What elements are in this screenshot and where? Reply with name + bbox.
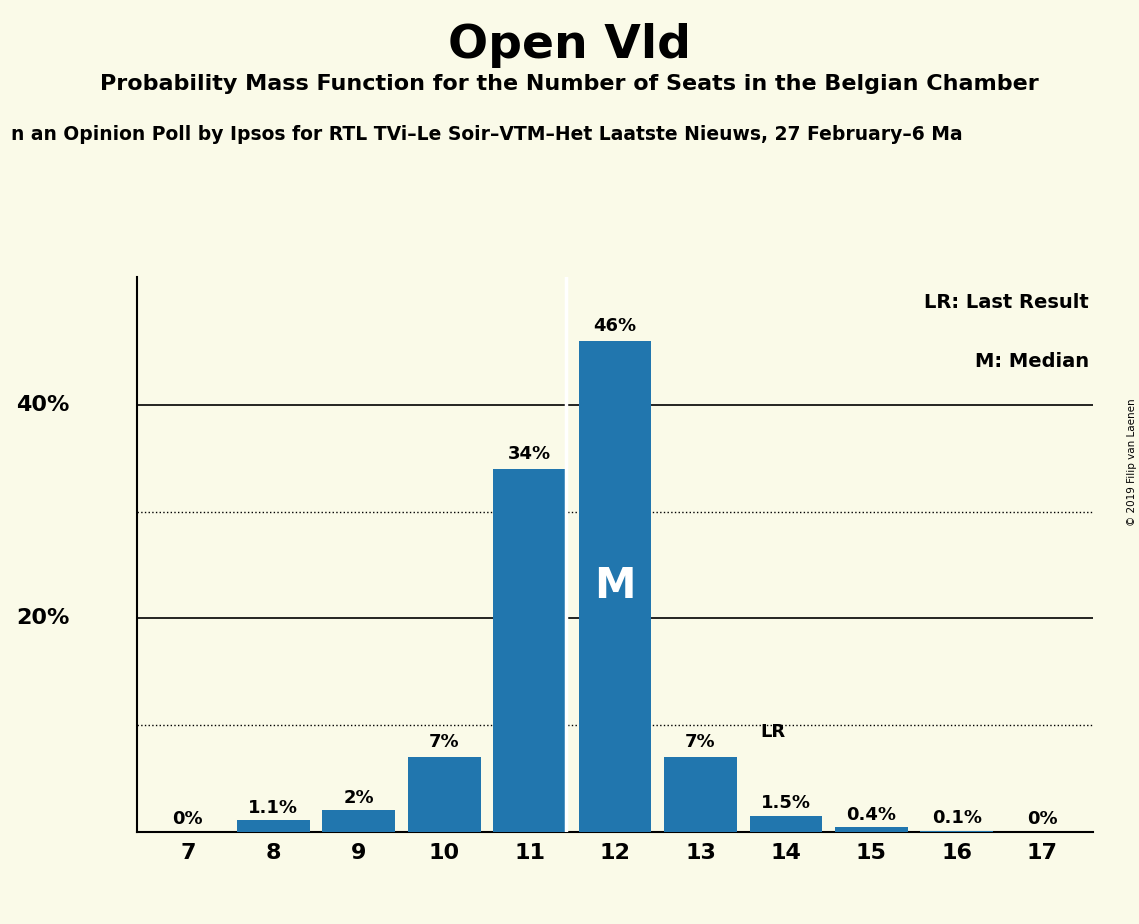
- Bar: [237, 820, 310, 832]
- Text: 1.1%: 1.1%: [248, 798, 298, 817]
- Text: 0.1%: 0.1%: [932, 809, 982, 827]
- Text: Open Vld: Open Vld: [448, 23, 691, 68]
- Text: 0.4%: 0.4%: [846, 806, 896, 824]
- Bar: [322, 810, 395, 832]
- Text: LR: LR: [760, 723, 786, 741]
- Bar: [493, 469, 566, 832]
- Text: 40%: 40%: [16, 395, 69, 415]
- Text: 7%: 7%: [429, 733, 459, 750]
- Text: M: M: [595, 565, 636, 607]
- Bar: [664, 757, 737, 832]
- Bar: [835, 827, 908, 832]
- Bar: [408, 757, 481, 832]
- Text: 34%: 34%: [508, 444, 551, 463]
- Text: 20%: 20%: [16, 608, 69, 628]
- Text: Probability Mass Function for the Number of Seats in the Belgian Chamber: Probability Mass Function for the Number…: [100, 74, 1039, 94]
- Text: 0%: 0%: [173, 810, 203, 829]
- Text: 46%: 46%: [593, 317, 637, 334]
- Text: n an Opinion Poll by Ipsos for RTL TVi–Le Soir–VTM–Het Laatste Nieuws, 27 Februa: n an Opinion Poll by Ipsos for RTL TVi–L…: [11, 125, 962, 144]
- Text: 0%: 0%: [1027, 810, 1057, 829]
- Text: 2%: 2%: [344, 789, 374, 807]
- Text: 1.5%: 1.5%: [761, 795, 811, 812]
- Text: LR: Last Result: LR: Last Result: [925, 293, 1089, 312]
- Bar: [920, 831, 993, 832]
- Bar: [579, 341, 652, 832]
- Text: M: Median: M: Median: [975, 352, 1089, 371]
- Text: 7%: 7%: [686, 733, 715, 750]
- Bar: [749, 816, 822, 832]
- Text: © 2019 Filip van Laenen: © 2019 Filip van Laenen: [1126, 398, 1137, 526]
